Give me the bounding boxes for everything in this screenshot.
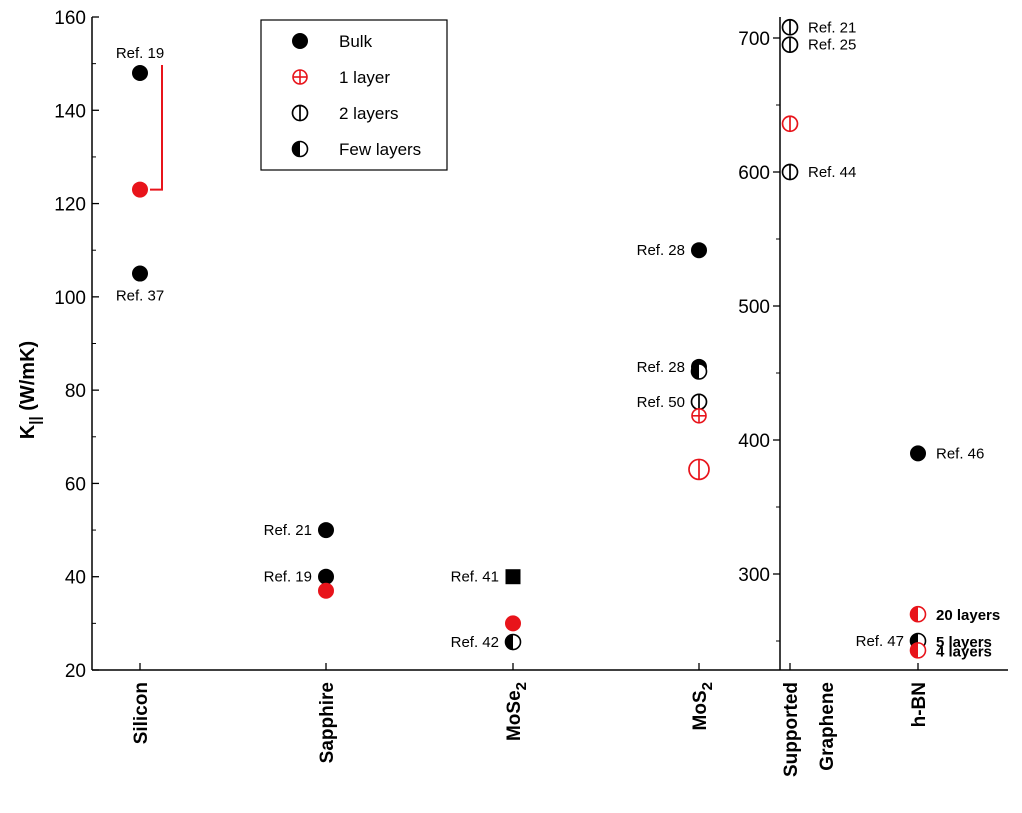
- data-point: [505, 569, 521, 585]
- data-point: [690, 363, 708, 380]
- left-y-tick-label: 60: [65, 474, 86, 495]
- left-y-tick-label: 80: [65, 381, 86, 402]
- data-point: [132, 64, 148, 81]
- point-label: Ref. 19: [116, 45, 164, 62]
- point-label: 5 layers: [936, 634, 992, 651]
- category-label: MoS2: [690, 682, 716, 730]
- legend-label: 2 layers: [339, 104, 399, 123]
- point-label: Ref. 44: [808, 164, 856, 181]
- point-label: Ref. 19: [264, 569, 312, 586]
- data-point: [504, 633, 522, 651]
- point-label: Ref. 41: [451, 569, 499, 586]
- point-label: Ref. 50: [637, 394, 685, 411]
- data-point: [318, 582, 334, 599]
- right-y-tick-label: 700: [738, 29, 770, 50]
- left-y-tick-label: 120: [54, 195, 86, 216]
- data-point: [318, 568, 334, 585]
- point-label: Ref. 28: [637, 242, 685, 259]
- point-label: Ref. 46: [936, 445, 984, 462]
- y-axis-label: K|| (W/mK): [17, 341, 44, 439]
- category-label: MoSe2: [504, 682, 530, 741]
- right-panel-axes: 300 400 500 600 700 Supported Graphene h-BN: [738, 17, 1008, 777]
- data-point: [691, 407, 707, 424]
- category-label: h-BN: [909, 682, 930, 727]
- data-point: [690, 393, 708, 411]
- legend-label: Bulk: [339, 32, 373, 51]
- y-axis-label-sub: ||: [27, 416, 44, 424]
- point-label: Ref. 21: [808, 19, 856, 36]
- right-y-tick-label: 600: [738, 163, 770, 184]
- left-y-tick-label: 100: [54, 288, 86, 309]
- data-point: [781, 18, 799, 36]
- point-label: Ref. 21: [264, 522, 312, 539]
- left-y-tick-label: 160: [54, 8, 86, 29]
- data-point: [132, 181, 148, 198]
- data-points: [132, 18, 927, 659]
- data-point: [688, 458, 710, 481]
- legend-label: 1 layer: [339, 68, 390, 87]
- data-point: [505, 615, 521, 632]
- category-label: Supported: [781, 682, 802, 777]
- right-y-tick-label: 300: [738, 565, 770, 586]
- data-point: [691, 242, 707, 259]
- point-label: Ref. 28: [637, 359, 685, 376]
- right-y-tick-label: 500: [738, 297, 770, 318]
- data-point: [781, 163, 799, 181]
- data-point: [318, 522, 334, 539]
- left-y-tick-label: 140: [54, 101, 86, 122]
- legend-marker: [292, 69, 308, 85]
- silicon-bracket: [150, 64, 163, 191]
- data-point: [909, 605, 927, 623]
- point-label: 20 layers: [936, 607, 1000, 624]
- category-label: Sapphire: [317, 682, 338, 763]
- legend-marker: [292, 33, 308, 49]
- legend-marker: [291, 104, 309, 122]
- point-label: 4 layers: [936, 643, 992, 660]
- point-labels: Ref. 19 Ref. 37 Ref. 21 Ref. 19 Ref. 41 Ref. …: [116, 19, 1000, 660]
- left-y-tick-label: 20: [65, 661, 86, 682]
- left-y-tick-label: 40: [65, 568, 86, 589]
- legend: Bulk 1 layer 2 layers Few layers: [260, 19, 448, 171]
- point-label: Ref. 42: [451, 634, 499, 651]
- right-y-tick-label: 400: [738, 431, 770, 452]
- point-label: Ref. 47: [856, 633, 904, 650]
- point-label: Ref. 25: [808, 37, 856, 54]
- point-label: Ref. 37: [116, 288, 164, 305]
- data-point: [781, 115, 799, 133]
- data-point: [781, 36, 799, 54]
- data-point: [910, 445, 926, 462]
- category-label: Silicon: [131, 682, 152, 744]
- data-point: [909, 642, 927, 659]
- data-point: [132, 265, 148, 282]
- legend-label: Few layers: [339, 140, 421, 159]
- legend-marker: [291, 140, 309, 158]
- category-label: Graphene: [817, 682, 838, 771]
- y-axis-label-main: K: [17, 424, 39, 439]
- left-panel-axes: 20 40 60 80 100 120 140 160 Silicon Sapphire MoSe2…: [54, 8, 780, 763]
- legend-box: [260, 19, 448, 171]
- y-axis-label-unit: (W/mK): [17, 341, 39, 417]
